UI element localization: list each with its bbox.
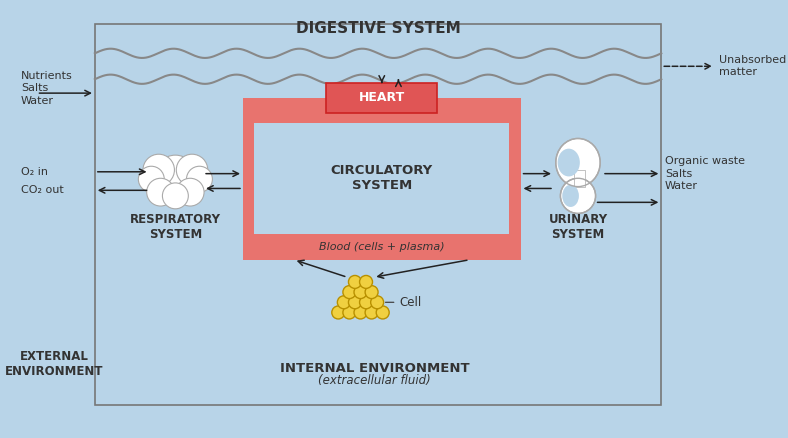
Text: INTERNAL ENVIRONMENT: INTERNAL ENVIRONMENT <box>280 361 469 374</box>
Circle shape <box>354 306 367 319</box>
Circle shape <box>348 276 362 288</box>
Ellipse shape <box>558 148 580 177</box>
Text: Cell: Cell <box>385 296 422 309</box>
Circle shape <box>187 166 213 192</box>
Circle shape <box>343 306 356 319</box>
Circle shape <box>376 306 389 319</box>
Circle shape <box>143 154 174 186</box>
Text: RESPIRATORY
SYSTEM: RESPIRATORY SYSTEM <box>130 213 221 241</box>
Text: EXTERNAL
ENVIRONMENT: EXTERNAL ENVIRONMENT <box>5 350 103 378</box>
Bar <box>326 83 437 113</box>
Bar <box>95 24 661 405</box>
Circle shape <box>348 296 362 309</box>
Text: Organic waste
Salts
Water: Organic waste Salts Water <box>665 156 745 191</box>
Bar <box>574 170 585 187</box>
Ellipse shape <box>556 138 600 187</box>
Circle shape <box>332 306 344 319</box>
Text: O₂ in: O₂ in <box>20 167 48 177</box>
Circle shape <box>359 276 373 288</box>
Text: DIGESTIVE SYSTEM: DIGESTIVE SYSTEM <box>296 21 460 36</box>
Circle shape <box>177 154 208 186</box>
Text: (extracellular fluid): (extracellular fluid) <box>318 374 431 388</box>
Text: CO₂ out: CO₂ out <box>20 185 64 195</box>
Bar <box>243 98 521 260</box>
Circle shape <box>337 296 351 309</box>
Circle shape <box>365 286 378 299</box>
Text: CIRCULATORY
SYSTEM: CIRCULATORY SYSTEM <box>331 164 433 192</box>
Circle shape <box>162 183 188 209</box>
Text: URINARY
SYSTEM: URINARY SYSTEM <box>548 213 608 241</box>
Circle shape <box>139 166 164 192</box>
Text: Unabsorbed
matter: Unabsorbed matter <box>719 55 786 78</box>
Circle shape <box>370 296 384 309</box>
Ellipse shape <box>560 178 596 213</box>
Circle shape <box>155 155 195 196</box>
Text: Nutrients
Salts
Water: Nutrients Salts Water <box>20 71 72 106</box>
Circle shape <box>354 286 367 299</box>
Circle shape <box>359 296 373 309</box>
Circle shape <box>343 286 356 299</box>
Ellipse shape <box>563 185 579 207</box>
Bar <box>254 123 510 234</box>
Circle shape <box>147 178 174 206</box>
Text: HEART: HEART <box>359 91 405 104</box>
Text: Blood (cells + plasma): Blood (cells + plasma) <box>319 242 444 252</box>
Circle shape <box>177 178 204 206</box>
Circle shape <box>365 306 378 319</box>
